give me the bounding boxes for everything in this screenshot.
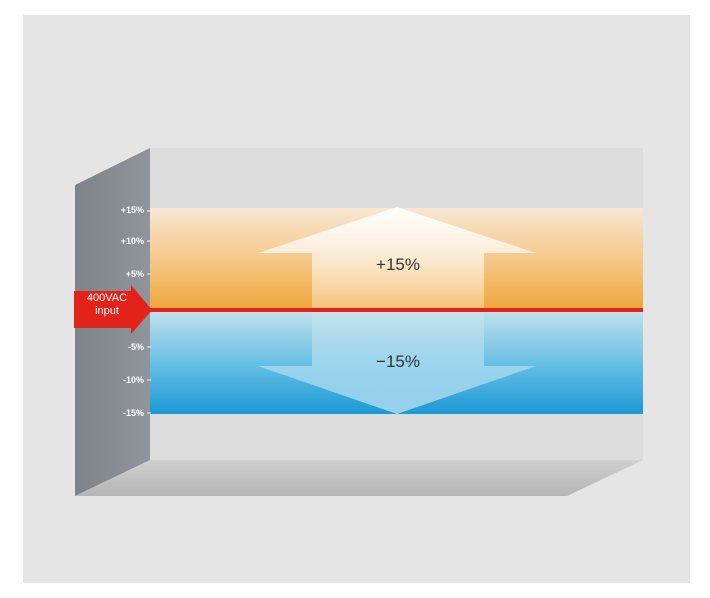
lower-range-label: −15% <box>376 352 420 371</box>
scale-ticks <box>147 210 151 414</box>
nominal-reference-line <box>150 308 643 312</box>
down-arrow <box>258 310 536 414</box>
floor <box>75 460 643 496</box>
tick-label-minus-15: -15% <box>122 408 144 418</box>
tick-label-plus-10: +10% <box>120 236 144 246</box>
up-arrow <box>258 207 536 310</box>
upper-range-label: +15% <box>376 255 420 274</box>
input-label: 400VAC input <box>74 292 140 318</box>
tick-label-plus-15: +15% <box>120 205 144 215</box>
tick-label-minus-10: -10% <box>122 375 144 385</box>
input-arrow <box>74 285 152 334</box>
tick-label-plus-5: +5% <box>125 269 144 279</box>
tick-label-minus-5: -5% <box>127 342 144 352</box>
input-label-voltage: 400VAC <box>86 292 128 304</box>
input-label-text: input <box>95 305 119 317</box>
